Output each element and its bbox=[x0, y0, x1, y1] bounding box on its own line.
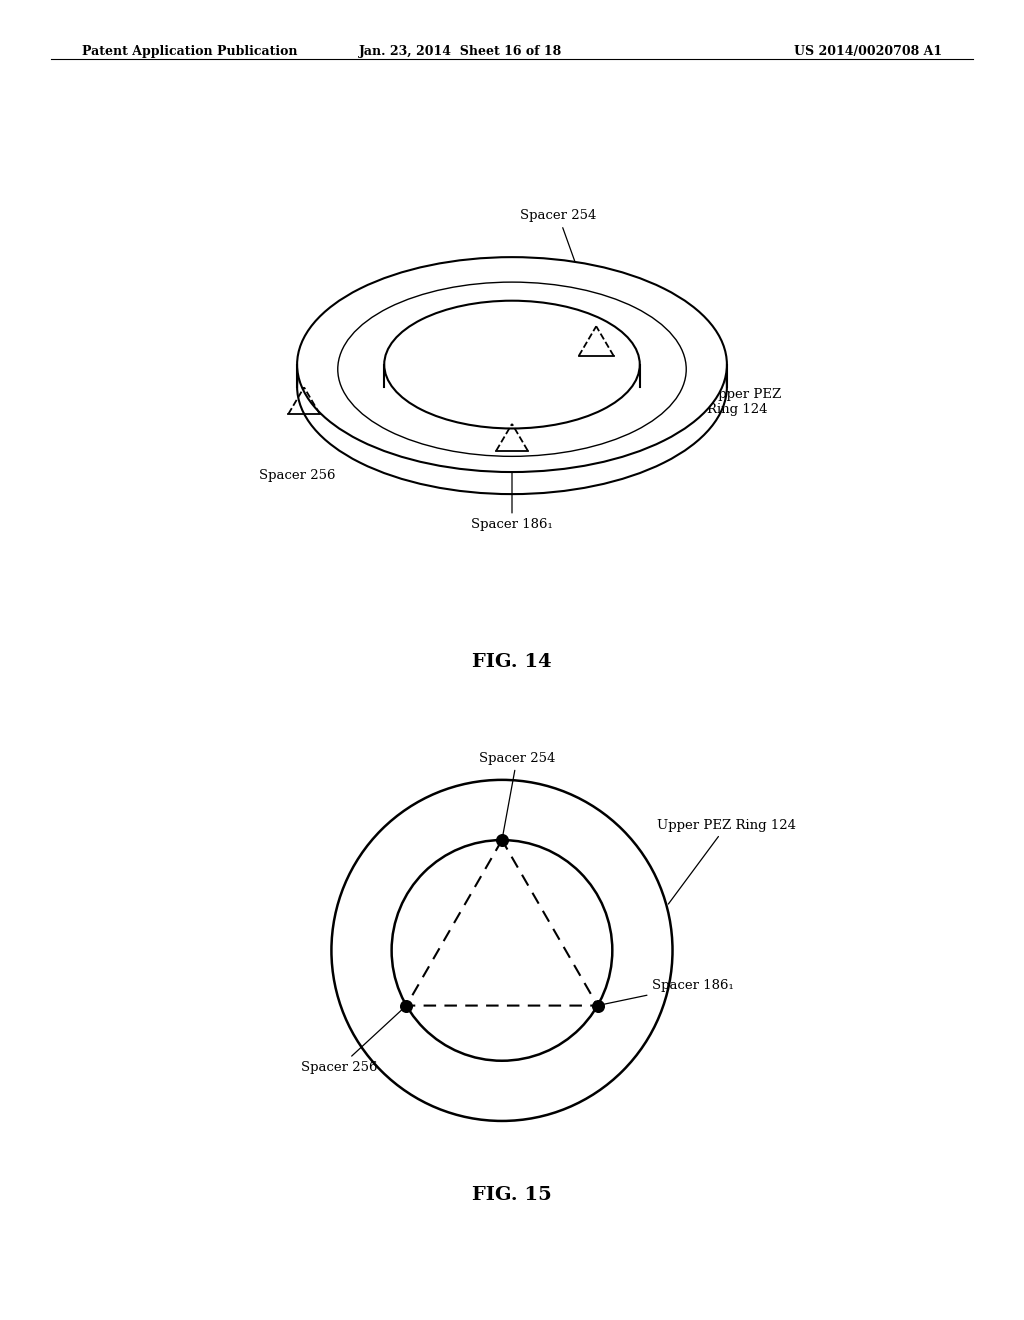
Text: Spacer 254: Spacer 254 bbox=[479, 752, 555, 837]
Point bbox=[494, 829, 510, 850]
Text: Spacer 256: Spacer 256 bbox=[301, 1007, 404, 1073]
Point bbox=[590, 995, 606, 1016]
Text: FIG. 15: FIG. 15 bbox=[472, 1185, 552, 1204]
Ellipse shape bbox=[297, 280, 727, 494]
Text: FIG. 14: FIG. 14 bbox=[472, 652, 552, 671]
Point bbox=[398, 995, 415, 1016]
Ellipse shape bbox=[384, 301, 640, 429]
Text: Spacer 254: Spacer 254 bbox=[520, 210, 597, 318]
Ellipse shape bbox=[297, 257, 727, 473]
Text: Patent Application Publication: Patent Application Publication bbox=[82, 45, 297, 58]
Text: Upper PEZ
Ring 124: Upper PEZ Ring 124 bbox=[707, 388, 781, 416]
Text: Upper PEZ Ring 124: Upper PEZ Ring 124 bbox=[657, 818, 797, 904]
Text: Spacer 256: Spacer 256 bbox=[259, 469, 335, 482]
Text: Spacer 186₁: Spacer 186₁ bbox=[471, 453, 553, 532]
Text: Spacer 186₁: Spacer 186₁ bbox=[600, 979, 734, 1005]
Text: Jan. 23, 2014  Sheet 16 of 18: Jan. 23, 2014 Sheet 16 of 18 bbox=[359, 45, 562, 58]
Text: US 2014/0020708 A1: US 2014/0020708 A1 bbox=[794, 45, 942, 58]
Ellipse shape bbox=[384, 323, 640, 450]
